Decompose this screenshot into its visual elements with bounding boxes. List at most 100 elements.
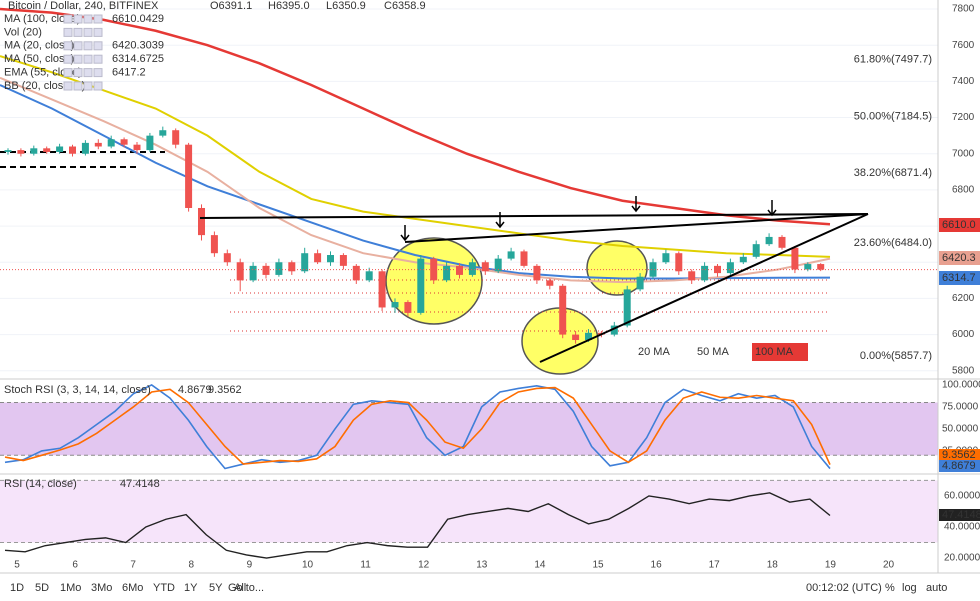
indicator-button[interactable] [83,81,93,91]
candle-body [210,235,218,254]
candle-body [443,265,451,281]
ohlc-value: H6395.0 [268,0,310,12]
indicator-button[interactable] [83,41,93,51]
y-tick-label: 100.0000 [942,380,980,391]
scale-option[interactable]: auto [926,582,947,594]
x-tick-label: 12 [418,560,430,571]
x-tick-label: 20 [883,560,895,571]
indicator-value: 6610.0429 [112,13,164,25]
candle-body [481,262,489,272]
indicator-name: BB (20, close, 2) [4,80,85,92]
indicator-button[interactable] [93,68,103,78]
range-button[interactable]: 1Y [184,582,198,594]
fib-label: 38.20%(6871.4) [854,167,932,179]
candle-body [301,253,309,272]
indicator-button[interactable] [63,68,73,78]
scale-option[interactable]: % [885,582,895,594]
x-tick-label: 9 [247,560,253,571]
candle-body [817,264,825,270]
price-badge-label: 6610.0 [942,219,976,231]
candle-body [198,207,205,236]
indicator-button[interactable] [73,14,83,24]
candle-body [688,271,696,281]
y-tick-label: 7400 [952,76,975,87]
indicator-button[interactable] [73,81,83,91]
fib-label: 61.80%(7497.7) [854,54,932,66]
range-button[interactable]: 1Mo [60,582,81,594]
indicator-button[interactable] [93,27,103,37]
x-tick-label: 18 [767,560,779,571]
indicator-button[interactable] [73,41,83,51]
range-button[interactable]: 6Mo [122,582,143,594]
candle-body [520,251,528,266]
y-tick-label: 7000 [952,148,975,159]
candle-body [172,130,180,145]
value-badge [939,509,980,521]
range-button[interactable]: 1D [10,582,24,594]
indicator-button[interactable] [83,68,93,78]
x-tick-label: 17 [709,560,721,571]
indicator-button[interactable] [63,41,73,51]
indicator-button[interactable] [93,81,103,91]
indicator-button[interactable] [73,68,83,78]
indicator-button[interactable] [83,14,93,24]
candle-body [610,325,618,335]
indicator-button[interactable] [63,54,73,64]
ohlc-value: C6358.9 [384,0,426,12]
scale-option[interactable]: log [902,582,917,594]
candle-body [107,139,115,147]
rsi-line [4,492,831,559]
y-tick-label: 6800 [952,185,975,196]
indicator-button[interactable] [73,54,83,64]
indicator-button[interactable] [73,27,83,37]
candle-body [56,146,64,152]
range-button[interactable]: YTD [153,582,175,594]
indicator-button[interactable] [63,81,73,91]
candle-body [468,262,476,275]
x-tick-label: 11 [360,560,371,571]
indicator-name: MA (50, close) [4,53,74,65]
indicator-button[interactable] [93,14,103,24]
candle-body [456,265,463,275]
price-badge-label: 6314.7 [942,272,976,284]
candle-body [185,144,193,208]
indicator-button[interactable] [63,14,73,24]
x-tick-label: 16 [651,560,663,571]
indicator-button[interactable] [83,54,93,64]
indicator-button[interactable] [93,54,103,64]
fib-label: 0.00%(5857.7) [860,350,932,362]
range-button[interactable]: 5D [35,582,49,594]
indicator-button[interactable] [63,27,73,37]
indicator-button[interactable] [83,27,93,37]
value-badge-label: 4.8679 [942,460,976,472]
candle-body [404,302,412,313]
candle-body [120,139,128,145]
price-badge [939,271,980,285]
ohlc-value: L6350.9 [326,0,366,12]
price-badge [939,251,980,265]
candle-body [17,150,25,154]
candle-body [223,253,231,263]
candle-body [430,258,438,281]
y-tick-label: 7200 [952,112,975,123]
value-badge [939,460,980,472]
band [0,402,938,456]
candle-body [778,236,786,248]
range-button[interactable]: All [234,582,246,594]
label-bg [752,343,808,361]
candle-body [623,289,631,326]
ma-label: 50 MA [697,346,729,358]
range-button[interactable]: 5Y [209,582,223,594]
stoch-line [4,386,831,465]
range-button[interactable]: 3Mo [91,582,112,594]
indicator-button[interactable] [93,41,103,51]
y-tick-label: 75.0000 [942,402,979,413]
candle-body [327,255,334,263]
candle-body [133,144,141,151]
goto-button[interactable]: Go to... [228,582,264,594]
price-badge-label: 6420.3 [942,252,976,264]
indicator-value: 6417.2 [112,67,146,79]
candle-body [675,253,683,272]
candle-body [262,265,270,275]
